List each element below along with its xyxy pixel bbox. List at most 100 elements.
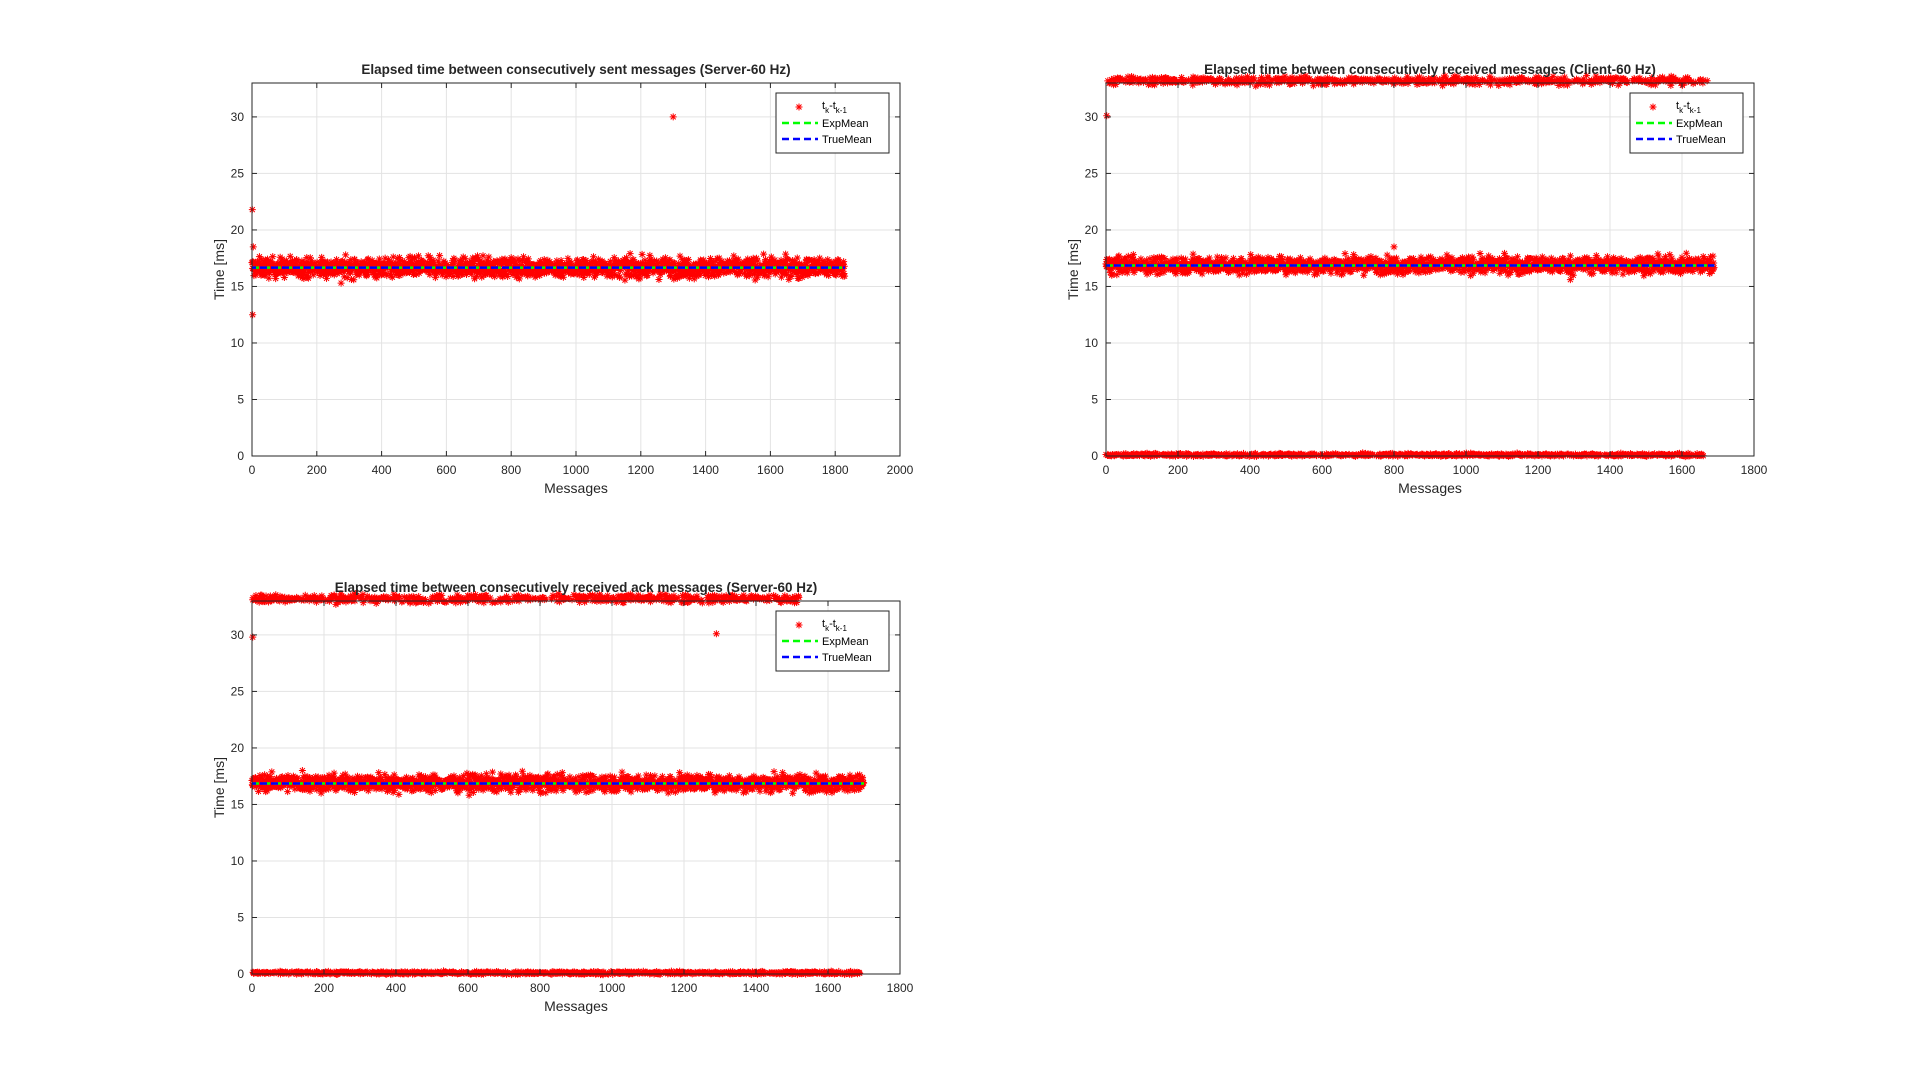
- data-point: [1420, 256, 1428, 264]
- data-point: [1148, 76, 1156, 84]
- data-point: [1137, 255, 1145, 263]
- data-point: [696, 269, 704, 277]
- data-point: [1371, 77, 1379, 85]
- data-point: [1506, 74, 1514, 82]
- data-point: [764, 273, 772, 281]
- x-tick-label: 1200: [627, 463, 654, 477]
- data-point: [293, 256, 301, 264]
- data-point: [1427, 253, 1435, 261]
- data-point: [760, 250, 768, 258]
- data-point: [1547, 254, 1555, 262]
- data-point: [388, 273, 396, 281]
- data-point: [458, 261, 466, 269]
- data-point: [1624, 77, 1632, 85]
- data-point: [1388, 449, 1396, 457]
- data-point: [1408, 75, 1416, 83]
- data-point: [1382, 258, 1390, 266]
- data-point: [1372, 77, 1380, 85]
- data-point: [461, 254, 469, 262]
- data-point: [1263, 260, 1271, 268]
- data-point: [468, 262, 476, 270]
- data-point: [1704, 258, 1712, 266]
- data-point: [632, 271, 640, 279]
- data-point: [1640, 272, 1648, 280]
- data-point: [294, 272, 302, 280]
- data-point: [1189, 250, 1197, 258]
- data-point: [1397, 76, 1405, 84]
- data-point: [1189, 81, 1197, 89]
- data-point: [1328, 257, 1336, 265]
- data-point: [1214, 257, 1222, 265]
- data-point: [340, 267, 348, 275]
- data-point: [557, 269, 565, 277]
- data-point: [1351, 254, 1359, 262]
- data-point: [556, 272, 564, 280]
- data-point: [759, 267, 767, 275]
- data-point: [683, 256, 691, 264]
- x-tick-label: 1600: [757, 463, 784, 477]
- data-point: [1281, 72, 1289, 80]
- data-point: [286, 252, 294, 260]
- data-point: [1659, 268, 1667, 276]
- data-point: [1503, 254, 1511, 262]
- data-point: [1523, 267, 1531, 275]
- data-point: [1669, 78, 1677, 86]
- data-point: [580, 270, 588, 278]
- data-point: [1568, 78, 1576, 86]
- data-point: [408, 267, 416, 275]
- data-point: [307, 257, 315, 265]
- data-point: [1416, 73, 1424, 81]
- data-point: [280, 274, 288, 282]
- data-point: [510, 255, 518, 263]
- data-point: [1250, 268, 1258, 276]
- data-point: [636, 274, 644, 282]
- data-point: [303, 254, 311, 262]
- data-point: [1282, 271, 1290, 279]
- data-point: [740, 269, 748, 277]
- data-point: [730, 252, 738, 260]
- data-point: [767, 260, 775, 268]
- data-point: [545, 266, 553, 274]
- data-point: [1350, 251, 1358, 259]
- data-point: [397, 257, 405, 265]
- data-point: [1637, 266, 1645, 274]
- data-point: [1689, 80, 1697, 88]
- data-point: [504, 272, 512, 280]
- data-point: [822, 271, 830, 279]
- data-point: [798, 273, 806, 281]
- data-point: [1251, 76, 1259, 84]
- data-point: [373, 274, 381, 282]
- data-point: [1205, 254, 1213, 262]
- data-point: [736, 268, 744, 276]
- data-point: [370, 269, 377, 277]
- data-point: [281, 257, 289, 265]
- data-point: [1173, 255, 1181, 263]
- data-point: [1507, 269, 1515, 277]
- data-point: [624, 267, 632, 275]
- data-point: [1278, 256, 1286, 264]
- data-point: [718, 257, 726, 265]
- data-point: [1604, 259, 1612, 267]
- data-point: [1205, 75, 1213, 83]
- data-point: [582, 257, 590, 265]
- data-point: [1560, 81, 1568, 89]
- data-point: [1115, 77, 1123, 85]
- data-point: [1341, 250, 1349, 258]
- data-point: [337, 279, 345, 287]
- data-point: [1218, 253, 1226, 261]
- data-point: [1428, 256, 1436, 264]
- data-point: [734, 255, 742, 263]
- data-point: [1565, 266, 1573, 274]
- data-point: [527, 271, 535, 279]
- data-point: [1192, 259, 1200, 267]
- data-point: [1242, 270, 1250, 278]
- data-point: [765, 257, 773, 265]
- data-point: [392, 259, 400, 267]
- data-point: [1691, 78, 1699, 86]
- data-point: [364, 255, 372, 263]
- data-point: [249, 243, 257, 251]
- data-point: [523, 259, 531, 267]
- data-point: [580, 274, 588, 282]
- data-point: [1515, 270, 1523, 278]
